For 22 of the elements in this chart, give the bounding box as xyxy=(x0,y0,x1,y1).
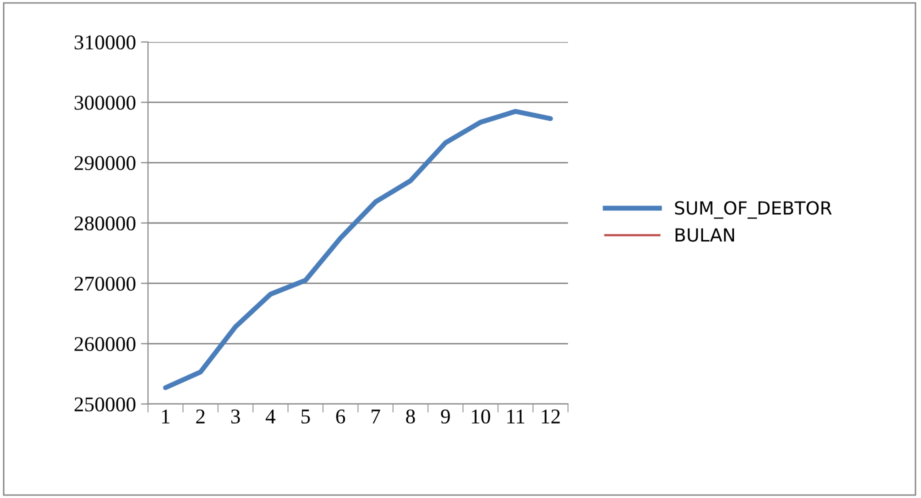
x-tick-label: 6 xyxy=(336,410,346,424)
y-tick-label: 280000 xyxy=(74,216,136,230)
x-tick-label: 12 xyxy=(542,410,560,424)
x-tick-label: 5 xyxy=(302,410,310,424)
x-tick-label: 1 xyxy=(162,410,170,424)
legend-label: BULAN xyxy=(676,228,734,242)
x-tick-label: 2 xyxy=(196,410,205,424)
y-tick-label: 300000 xyxy=(74,96,136,110)
x-tick-label: 11 xyxy=(507,410,524,424)
line-series xyxy=(163,108,553,390)
legend-label: SUM_OF_DEBTOR xyxy=(675,201,832,219)
y-tick-label: 250000 xyxy=(74,397,136,412)
x-tick-label: 8 xyxy=(406,409,415,424)
y-tick-label: 290000 xyxy=(74,156,136,170)
x-tick-label: 4 xyxy=(266,410,276,424)
y-tick-label: 270000 xyxy=(74,276,136,291)
y-tick-label: 260000 xyxy=(74,337,136,352)
x-tick-label: 10 xyxy=(472,409,490,424)
x-tick-label: 9 xyxy=(440,410,450,424)
y-tick-label: 310000 xyxy=(74,35,136,50)
x-tick-label: 7 xyxy=(372,410,380,424)
x-tick-label: 3 xyxy=(231,410,240,424)
